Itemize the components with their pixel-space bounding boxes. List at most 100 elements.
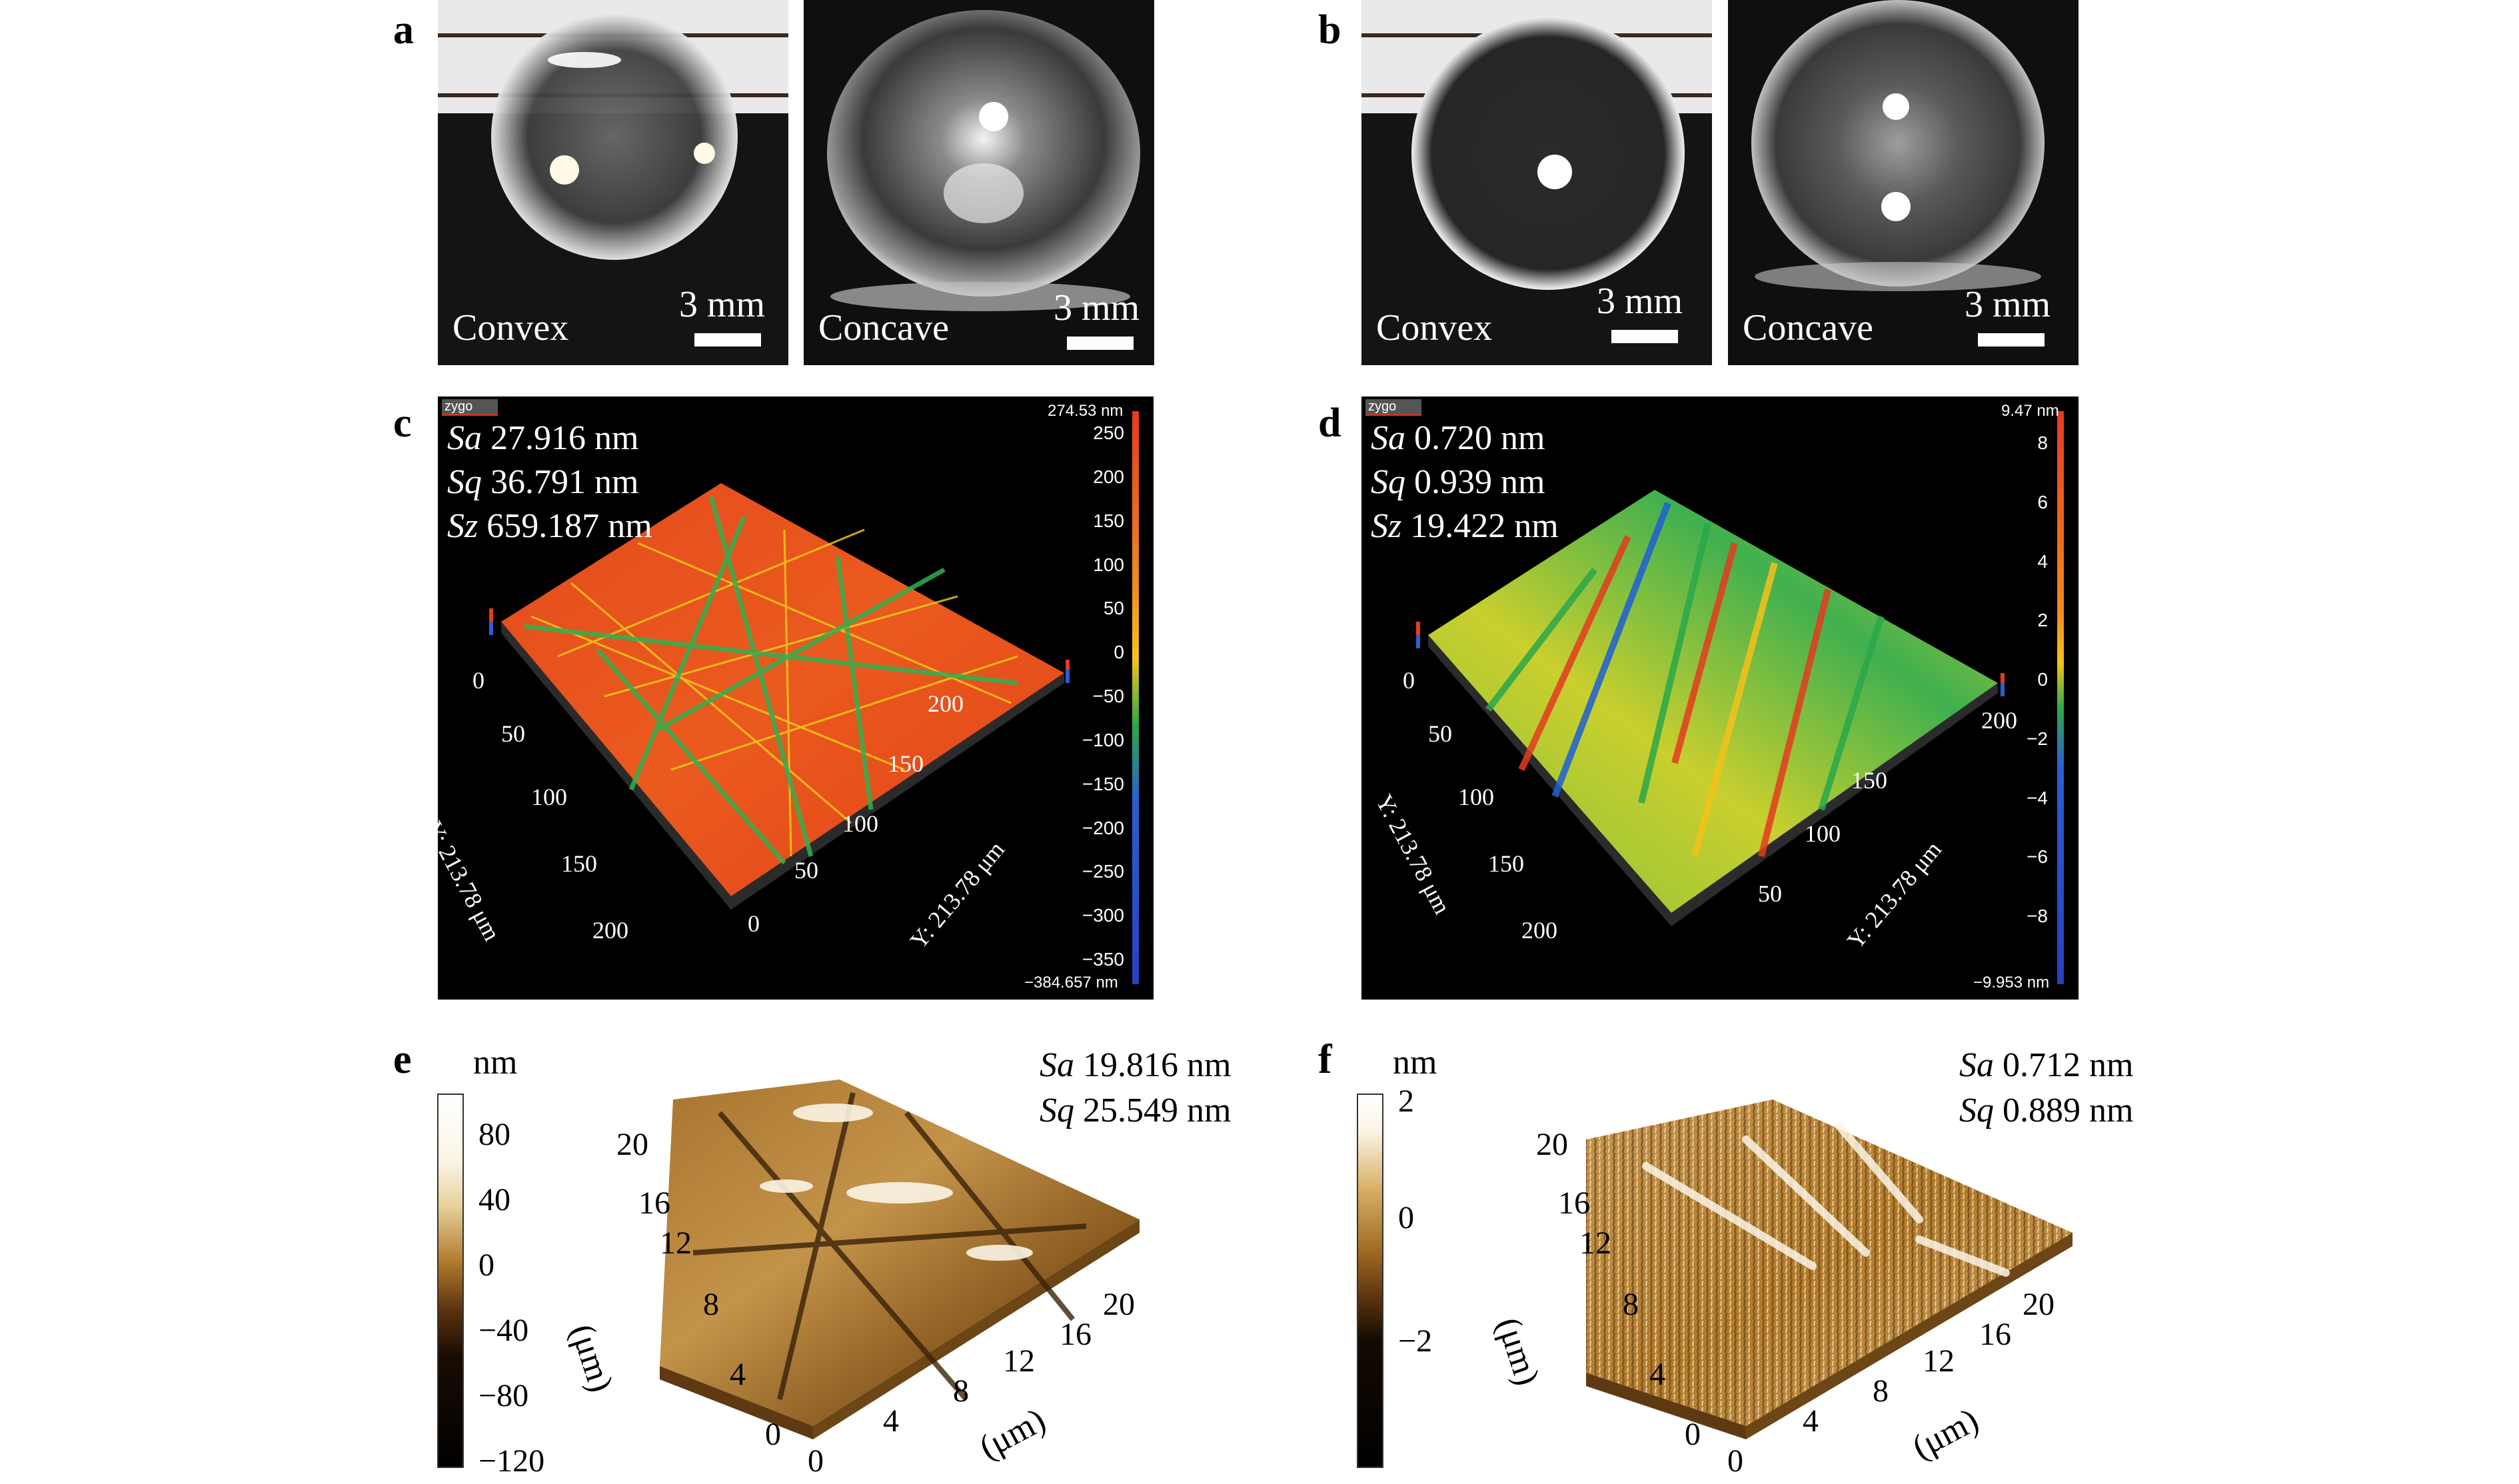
y-axis-unit-f: (μm) xyxy=(1489,1313,1547,1390)
colorbar-tick-c-0: 250 xyxy=(1093,422,1124,443)
zygo-logo-c: zygo xyxy=(442,399,498,416)
sq-c: Sq 36.791 nm xyxy=(447,463,639,501)
roughness-stats-f: Sa 0.712 nm Sq 0.889 nm xyxy=(1959,1043,2133,1133)
x-tick-e-1: 8 xyxy=(953,1373,969,1409)
x-tick-e-2: 12 xyxy=(1003,1343,1035,1379)
axis-tick-d-0: 0 xyxy=(1403,667,1415,694)
axis-tick-d-1: 50 xyxy=(1428,720,1452,747)
colorbar-e xyxy=(437,1094,464,1468)
colorbar-tick-f-2: −2 xyxy=(1398,1323,1433,1359)
colorbar-tick-c-11: −300 xyxy=(1082,905,1124,926)
y-tick-e-4: 4 xyxy=(730,1357,746,1392)
colorbar-tick-c-6: −50 xyxy=(1092,686,1125,706)
colorbar-tick-c-4: 50 xyxy=(1103,598,1124,619)
y-tick-e-5: 0 xyxy=(765,1417,781,1452)
afm-surface-e xyxy=(660,1080,1140,1439)
colorbar-tick-d-3: 2 xyxy=(2037,610,2048,631)
zygo-panel-d: zygo xyxy=(1361,396,2079,1000)
axis-tick-c-1: 50 xyxy=(501,720,525,747)
panel-label-a: a xyxy=(393,7,414,53)
lens-convex-b-image xyxy=(1361,0,1712,365)
sa-f: Sa 0.712 nm xyxy=(1959,1046,2134,1084)
caption-convex-a: Convex xyxy=(452,307,569,349)
y-tick-f-1: 16 xyxy=(1558,1185,1590,1221)
panel-label-f: f xyxy=(1318,1037,1332,1082)
x-tick-f-0: 4 xyxy=(1803,1403,1819,1439)
colorbar-tick-c-10: −250 xyxy=(1082,861,1124,882)
colorbar-tick-e-3: −40 xyxy=(478,1313,529,1348)
y-axis-unit-e: (μm) xyxy=(562,1319,620,1397)
colorbar-tick-c-5: 0 xyxy=(1114,642,1124,663)
y-tick-e-2: 12 xyxy=(660,1225,692,1261)
colorbar-tick-f-0: 2 xyxy=(1398,1084,1414,1119)
y-tick-f-4: 4 xyxy=(1649,1357,1665,1392)
colorbar-tick-d-5: −2 xyxy=(2027,728,2048,749)
sq-e: Sq 25.549 nm xyxy=(1040,1092,1232,1129)
colorbar-tick-e-5: −120 xyxy=(478,1443,545,1479)
lens-concave-a-image xyxy=(804,0,1154,365)
zygo-logo-d: zygo xyxy=(1365,399,1421,416)
surface-3d-c xyxy=(489,411,1139,984)
sa-c: Sa 27.916 nm xyxy=(447,419,639,457)
colorbar-tick-d-6: −4 xyxy=(2027,787,2048,808)
x-tick-f-zero: 0 xyxy=(1727,1443,1743,1479)
caption-convex-b: Convex xyxy=(1376,307,1493,349)
scale-bar-convex-b xyxy=(1611,330,1678,343)
axis-tick-d-7: 150 xyxy=(1851,767,1887,794)
y-tick-e-3: 8 xyxy=(703,1287,719,1322)
x-tick-e-4: 20 xyxy=(1103,1287,1135,1322)
colorbar-tick-d-1: 6 xyxy=(2037,491,2048,512)
axis-tick-d-3: 150 xyxy=(1488,850,1524,877)
colorbar-unit-e: nm xyxy=(473,1044,518,1082)
x-tick-e-3: 16 xyxy=(1060,1317,1092,1352)
photo-a-concave: Concave 3 mm xyxy=(804,0,1154,365)
lens-convex-a-image xyxy=(438,0,788,365)
colorbar-tick-d-0: 8 xyxy=(2037,432,2048,453)
y-tick-f-3: 8 xyxy=(1623,1287,1639,1322)
colorbar-tick-e-2: 0 xyxy=(478,1247,494,1283)
axis-tick-c-5: 0 xyxy=(748,910,760,937)
panel-label-c: c xyxy=(393,400,412,446)
sa-d: Sa 0.720 nm xyxy=(1371,419,1545,457)
axis-tick-d-5: 50 xyxy=(1758,880,1782,907)
scale-bar-concave-b xyxy=(1978,333,2045,347)
axis-tick-c-6: 50 xyxy=(794,857,818,884)
colorbar-tick-d-8: −8 xyxy=(2027,906,2048,926)
colorbar-max-c: 274.53 nm xyxy=(1048,402,1124,420)
y-tick-f-5: 0 xyxy=(1685,1417,1701,1452)
zygo-panel-c: zygo xyxy=(438,396,1154,1000)
scale-label-convex-b: 3 mm xyxy=(1597,281,1683,322)
colorbar-min-d: −9.953 nm xyxy=(1973,974,2050,992)
colorbar-f xyxy=(1357,1094,1383,1468)
afm-surface-f xyxy=(1586,1100,2073,1439)
scale-label-convex-a: 3 mm xyxy=(679,284,766,325)
axis-tick-d-8: 200 xyxy=(1981,707,2017,734)
colorbar-tick-d-2: 4 xyxy=(2037,550,2048,572)
y-tick-f-2: 12 xyxy=(1579,1225,1611,1261)
colorbar-tick-d-7: −6 xyxy=(2027,846,2048,868)
colorbar-unit-f: nm xyxy=(1393,1044,1437,1082)
scale-label-concave-a: 3 mm xyxy=(1054,287,1140,329)
y-tick-e-0: 20 xyxy=(616,1127,648,1162)
axis-tick-c-3: 150 xyxy=(561,850,597,877)
roughness-stats-d: Sa 0.720 nm Sq 0.939 nm Sz 19.422 nm xyxy=(1371,416,1559,548)
photo-b-concave: Concave 3 mm xyxy=(1728,0,2079,365)
caption-concave-b: Concave xyxy=(1743,307,1873,349)
sa-e: Sa 19.816 nm xyxy=(1040,1046,1232,1084)
sq-f: Sq 0.889 nm xyxy=(1959,1092,2134,1129)
photo-b-convex: Convex 3 mm xyxy=(1361,0,1712,365)
scale-bar-convex-a xyxy=(694,333,761,347)
x-tick-f-1: 8 xyxy=(1873,1373,1889,1409)
sq-d: Sq 0.939 nm xyxy=(1371,463,1545,501)
axis-tick-c-2: 100 xyxy=(531,784,567,810)
y-tick-f-0: 20 xyxy=(1536,1127,1568,1162)
colorbar-tick-c-8: −150 xyxy=(1082,773,1124,794)
x-tick-f-2: 12 xyxy=(1923,1343,1955,1379)
colorbar-tick-e-1: 40 xyxy=(478,1182,510,1217)
lens-concave-b-image xyxy=(1728,0,2079,365)
scale-bar-concave-a xyxy=(1067,337,1134,350)
axis-tick-c-4: 200 xyxy=(592,917,628,944)
axis-tick-d-4: 200 xyxy=(1521,917,1557,944)
y-tick-e-1: 16 xyxy=(638,1185,670,1221)
colorbar-tick-c-2: 150 xyxy=(1093,510,1124,531)
